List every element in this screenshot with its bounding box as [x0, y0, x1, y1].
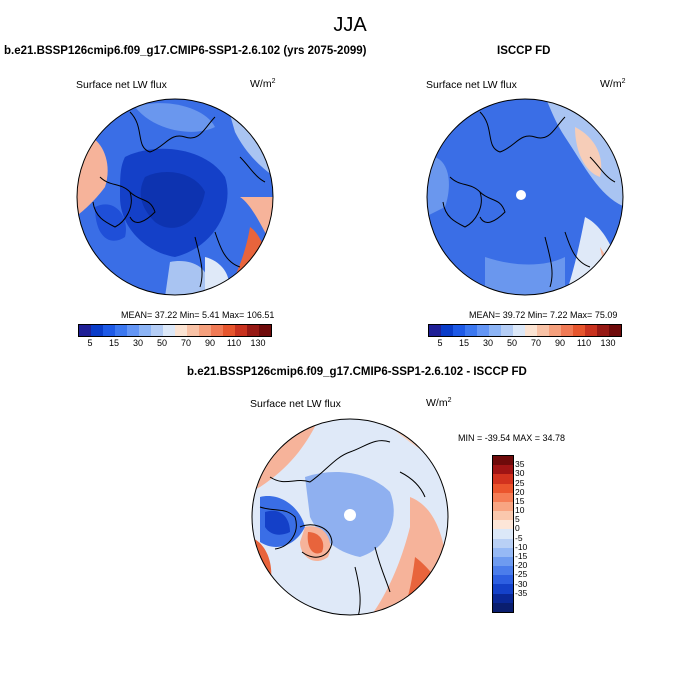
- panel-1-title: b.e21.BSSP126cmip6.f09_g17.CMIP6-SSP1-2.…: [4, 45, 367, 57]
- panel-1-stats: MEAN= 37.22 Min= 5.41 Max= 106.51: [121, 310, 275, 320]
- panel-1-units: W/m2: [250, 78, 276, 90]
- colorbar-tick: -35: [515, 587, 528, 598]
- colorbar-tick: 35: [515, 459, 525, 470]
- colorbar-difference: [492, 455, 514, 613]
- panel-2-pole-hole: [516, 190, 526, 200]
- colorbar-tick: -20: [515, 560, 528, 571]
- panel-3-title: b.e21.BSSP126cmip6.f09_g17.CMIP6-SSP1-2.…: [187, 366, 527, 378]
- colorbar-tick: 5: [437, 338, 443, 348]
- colorbar-tick: -30: [515, 578, 528, 589]
- panel-3-units: W/m2: [426, 397, 452, 409]
- colorbar-tick: 10: [515, 505, 525, 516]
- colorbar-tick: 15: [515, 495, 525, 506]
- colorbar-tick: 30: [132, 338, 144, 348]
- panel-1-polar-map: [76, 98, 274, 296]
- colorbar-tick: 30: [515, 468, 525, 479]
- panel-3-stats: MIN = -39.54 MAX = 34.78: [458, 433, 566, 443]
- panel-2-variable: Surface net LW flux: [426, 79, 517, 91]
- colorbar-tick: 130: [250, 338, 266, 348]
- colorbar-tick: 70: [530, 338, 542, 348]
- colorbar-tick: -5: [515, 532, 523, 543]
- panel-2-coastlines: [442, 111, 616, 288]
- panel-1-coastlines: [92, 111, 266, 288]
- colorbar-tick: 30: [482, 338, 494, 348]
- colorbar-tick: 50: [506, 338, 518, 348]
- panel-2-polar-map: [426, 98, 624, 296]
- colorbar-tick: 25: [515, 477, 525, 488]
- colorbar-tick: -10: [515, 541, 528, 552]
- colorbar-tick: 20: [515, 486, 525, 497]
- colorbar-tick: 70: [180, 338, 192, 348]
- colorbar-tick: -15: [515, 550, 528, 561]
- panel-3-coastlines: [259, 440, 426, 615]
- colorbar-absolute-left-labels: 5 15 30 50 70 90 110 130: [78, 338, 270, 350]
- colorbar-absolute-left: [78, 324, 272, 337]
- panel-2-title: ISCCP FD: [497, 45, 551, 57]
- colorbar-tick: 110: [226, 338, 242, 348]
- colorbar-tick: 90: [554, 338, 566, 348]
- colorbar-tick: 50: [156, 338, 168, 348]
- colorbar-tick: 15: [458, 338, 470, 348]
- panel-1-flux-field: [77, 99, 273, 295]
- panel-2-units: W/m2: [600, 78, 626, 90]
- colorbar-difference-labels: 35 30 25 20 15 10 5 0 -5 -10 -15 -20 -25…: [495, 455, 535, 611]
- panel-1-variable: Surface net LW flux: [76, 79, 167, 91]
- colorbar-absolute-right: [428, 324, 622, 337]
- panel-3-variable: Surface net LW flux: [250, 398, 341, 410]
- colorbar-tick: 110: [576, 338, 592, 348]
- season-title: JJA: [333, 14, 367, 36]
- panel-3-pole-hole: [344, 509, 356, 521]
- colorbar-tick: 90: [204, 338, 216, 348]
- colorbar-absolute-right-labels: 5 15 30 50 70 90 110 130: [428, 338, 620, 350]
- panel-2-stats: MEAN= 39.72 Min= 7.22 Max= 75.09: [469, 310, 618, 320]
- colorbar-tick: 0: [515, 523, 520, 534]
- colorbar-tick: 5: [515, 514, 520, 525]
- colorbar-tick: -25: [515, 569, 528, 580]
- panel-3-polar-map: [251, 418, 449, 616]
- colorbar-tick: 15: [108, 338, 120, 348]
- colorbar-tick: 130: [600, 338, 616, 348]
- colorbar-tick: 5: [87, 338, 93, 348]
